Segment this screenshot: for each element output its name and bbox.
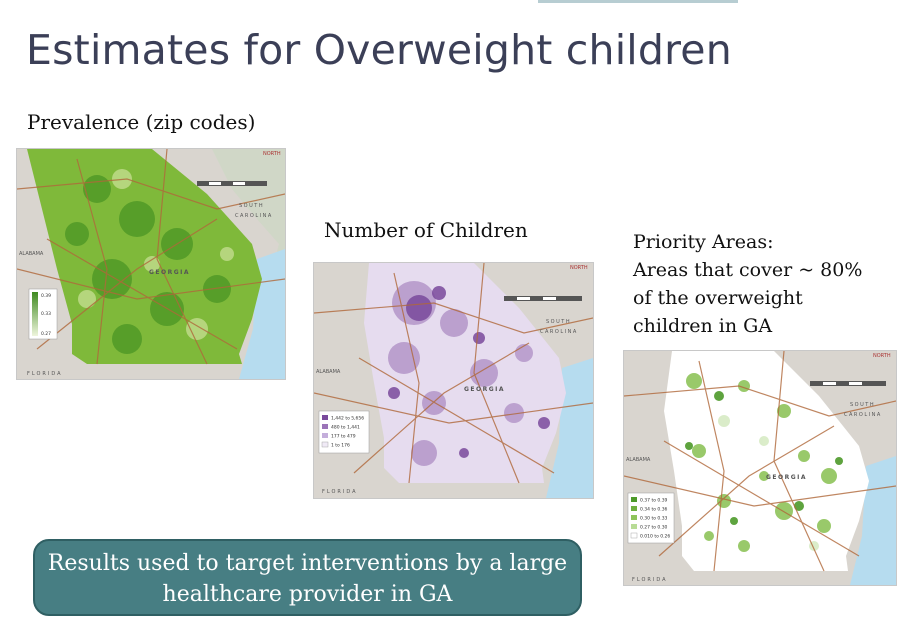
priority-alabama-label: ALABAMA — [626, 457, 651, 463]
children-south-label: SOUTH — [546, 319, 571, 325]
children-caption: Number of Children — [324, 218, 528, 242]
callout-line-1: Results used to target interventions by … — [47, 551, 568, 576]
priority-legend-1: 0.37 to 0.39 — [640, 498, 668, 504]
priority-south-label: SOUTH — [850, 402, 875, 408]
priority-caption-line-3: of the overweight — [633, 287, 803, 309]
priority-map-graphic: GEORGIA ALABAMA FLORIDA SOUTH CAROLINA N… — [624, 351, 896, 585]
prevalence-south-label: SOUTH — [239, 203, 264, 209]
slide-title: Estimates for Overweight children — [26, 26, 732, 74]
priority-caption-line-1: Priority Areas: — [633, 231, 774, 253]
priority-legend-5: 0.010 to 0.26 — [640, 534, 670, 540]
children-legend-3: 177 to 479 — [331, 434, 356, 440]
prevalence-north-label: NORTH — [263, 151, 281, 157]
priority-legend-2: 0.34 to 0.36 — [640, 507, 668, 513]
prevalence-florida-label: FLORIDA — [27, 371, 63, 377]
priority-carolina-label: CAROLINA — [844, 412, 882, 418]
children-legend-2: 480 to 1,441 — [331, 425, 360, 431]
results-callout: Results used to target interventions by … — [33, 539, 582, 616]
priority-caption-line-2: Areas that cover ~ 80% — [633, 259, 863, 281]
children-north-label: NORTH — [570, 265, 588, 271]
children-legend-4: 1 to 176 — [331, 443, 350, 449]
children-alabama-label: ALABAMA — [316, 369, 341, 375]
priority-caption: Priority Areas: Areas that cover ~ 80% o… — [633, 228, 862, 340]
priority-caption-line-4: children in GA — [633, 315, 773, 337]
children-legend-1: 1,442 to 5,656 — [331, 416, 364, 422]
prevalence-legend-low: 0.27 — [41, 331, 51, 337]
prevalence-carolina-label: CAROLINA — [235, 213, 273, 219]
prevalence-map: GEORGIA ALABAMA FLORIDA SOUTH CAROLINA N… — [16, 148, 286, 380]
priority-legend-4: 0.27 to 0.30 — [640, 525, 668, 531]
priority-florida-label: FLORIDA — [632, 577, 668, 583]
prevalence-legend-high: 0.39 — [41, 293, 51, 299]
prevalence-map-graphic: GEORGIA ALABAMA FLORIDA SOUTH CAROLINA N… — [17, 149, 285, 379]
prevalence-alabama-label: ALABAMA — [19, 251, 44, 257]
children-map: GEORGIA ALABAMA FLORIDA SOUTH CAROLINA N… — [313, 262, 594, 499]
priority-legend-3: 0.30 to 0.33 — [640, 516, 668, 522]
children-florida-label: FLORIDA — [322, 489, 358, 495]
priority-north-label: NORTH — [873, 353, 891, 359]
children-carolina-label: CAROLINA — [540, 329, 578, 335]
prevalence-georgia-label: GEORGIA — [149, 269, 190, 276]
children-georgia-label: GEORGIA — [464, 386, 505, 393]
priority-georgia-label: GEORGIA — [766, 474, 807, 481]
priority-map: GEORGIA ALABAMA FLORIDA SOUTH CAROLINA N… — [623, 350, 897, 586]
children-map-graphic: GEORGIA ALABAMA FLORIDA SOUTH CAROLINA N… — [314, 263, 593, 498]
prevalence-caption: Prevalence (zip codes) — [27, 110, 256, 134]
top-accent-bar — [538, 0, 738, 3]
callout-line-2: healthcare provider in GA — [162, 582, 453, 607]
prevalence-legend-mid: 0.33 — [41, 311, 51, 317]
